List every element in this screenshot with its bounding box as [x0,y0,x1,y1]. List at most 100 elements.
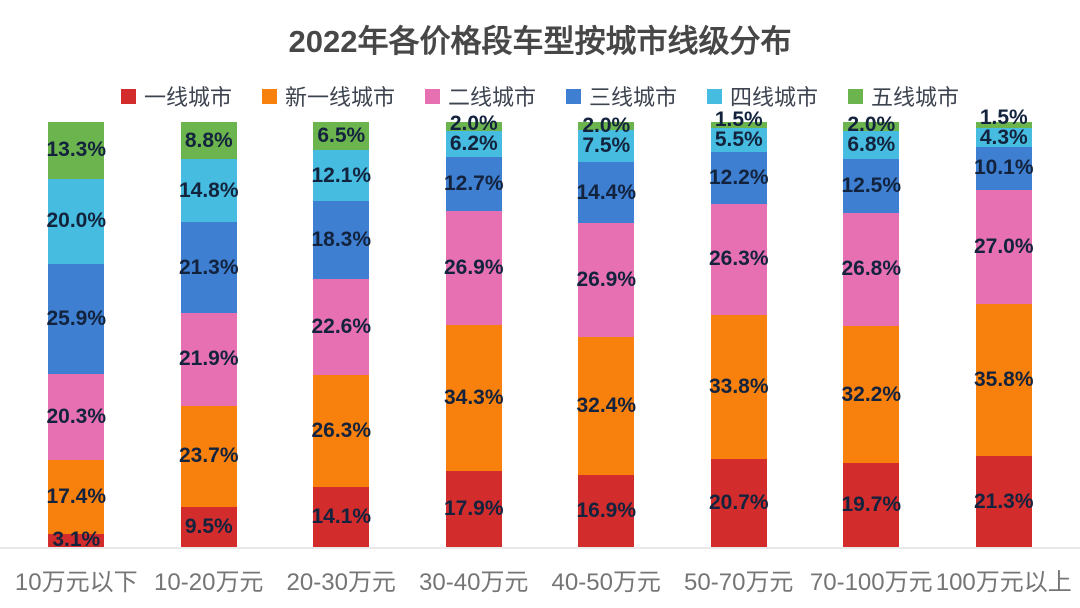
legend-item: 二线城市 [424,80,536,112]
segment-value-label: 12.7% [443,171,504,195]
segment-value-label: 12.1% [311,163,372,187]
bar-segment [180,159,237,223]
segment-value-label: 14.1% [311,505,372,529]
segment-value-label: 12.2% [708,165,769,189]
bar-segment [313,487,370,547]
legend-item: 新一线城市 [261,80,395,112]
bar-segment [843,212,900,327]
category-label: 50-70万元 [684,569,794,596]
segment-value-label: 26.8% [841,257,902,281]
bar-segment [975,189,1032,305]
segment-value-label: 13.3% [46,138,107,162]
segment-value-label: 23.7% [178,444,239,468]
segment-value-label: 5.5% [714,128,763,152]
bar-segment [578,337,635,476]
bar-segment [710,459,767,547]
bar-segment [975,146,1032,190]
bar-segment [180,405,237,507]
segment-value-label: 2.0% [582,113,631,137]
bar-segment [313,279,370,376]
bar-column: 19.7% 32.2% 26.8% 12.5% 6.8% 2.0% 70-100万元 [805,112,938,608]
bar-segment [180,506,237,547]
segment-value-label: 20.3% [46,404,107,428]
bar-column: 21.3% 35.8% 27.0% 10.1% 4.3% 1.5% 100万元以上 [935,106,1072,608]
legend: 一线城市 新一线城市 二线城市 三线城市 四线城市 五线城市 [0,80,1080,112]
segment-value-label: 14.8% [178,178,239,202]
legend-label: 三线城市 [589,85,678,110]
legend-swatch-icon [707,88,723,104]
bar-segment [48,533,105,547]
bar-column: 16.9% 32.4% 26.9% 14.4% 7.5% 2.0% 40-50万元 [540,112,673,608]
segment-value-label: 32.4% [576,394,637,418]
legend-swatch-icon [261,88,277,104]
segment-value-label: 21.3% [178,255,239,279]
legend-label: 二线城市 [447,85,536,110]
category-label: 10-20万元 [154,569,264,596]
bar-segment [48,373,105,460]
bar-segment [445,470,502,547]
segment-value-label: 25.9% [46,306,107,330]
segment-value-label: 12.5% [841,173,902,197]
legend-swatch-icon [120,88,136,104]
legend-item: 五线城市 [848,80,959,112]
bar-segment [445,210,502,326]
plot-area: 3.1% 17.4% 20.3% 25.9% 20.0% 13.3% 10万元以下 9.5% 2… [0,106,1080,608]
segment-value-label: 17.9% [443,496,504,520]
bar-segment [445,122,502,131]
segment-value-label: 27.0% [973,234,1034,258]
segment-value-label: 6.2% [449,131,498,155]
segment-value-label: 2.0% [847,112,896,136]
segment-value-label: 16.9% [576,499,637,523]
bar-column: 14.1% 26.3% 22.6% 18.3% 12.1% 6.5% 20-30万元 [275,112,408,608]
bar-segment [843,159,900,213]
segment-value-label: 32.2% [841,382,902,406]
bar-segment [48,178,105,264]
bar-segment [180,122,237,160]
segment-value-label: 9.5% [184,514,233,538]
segment-value-label: 26.3% [708,247,769,271]
category-label: 100万元以上 [935,569,1072,596]
legend-item: 一线城市 [120,80,232,112]
bar-segment [975,456,1032,547]
segment-value-label: 3.1% [52,528,101,552]
segment-value-label: 10.1% [973,156,1034,180]
bar-segment [578,121,635,131]
bar-segment [843,326,900,464]
bar-segment [710,203,767,316]
legend-label: 五线城市 [871,85,960,110]
segment-value-label: 21.3% [973,489,1034,513]
segment-value-label: 7.5% [582,134,631,157]
category-label: 40-50万元 [551,569,661,596]
segment-value-label: 14.4% [576,180,637,204]
category-label: 10万元以下 [14,569,138,596]
segment-value-label: 35.8% [973,368,1034,392]
bar-segment [578,475,635,547]
bar-segment [710,122,767,129]
legend-swatch-icon [566,88,581,104]
legend-label: 一线城市 [143,85,232,110]
legend-item: 四线城市 [707,80,818,112]
chart-title: 2022年各价格段车型按城市线级分布 [288,24,792,59]
segment-value-label: 6.5% [317,124,366,148]
bar-segment [975,122,1032,129]
bar-segment [48,263,105,374]
category-label: 20-30万元 [286,569,396,596]
segment-value-label: 4.3% [979,125,1028,149]
category-label: 70-100万元 [809,569,933,596]
bar-segment [180,312,237,406]
bar-segment [313,375,370,488]
bar-segment [445,130,502,157]
segment-value-label: 34.3% [443,386,504,410]
segment-value-label: 33.8% [708,375,769,399]
bar-segment [313,122,370,151]
bar-segment [843,122,900,131]
bar-segment [975,304,1032,457]
segment-value-label: 26.9% [443,255,504,279]
bar-segment [313,201,370,280]
segment-value-label: 1.5% [714,108,763,132]
segment-value-label: 1.5% [979,105,1028,129]
bar-segment [180,222,237,313]
bar-segment [48,122,105,179]
segment-value-label: 26.9% [576,268,637,292]
bar-segment [578,161,635,224]
